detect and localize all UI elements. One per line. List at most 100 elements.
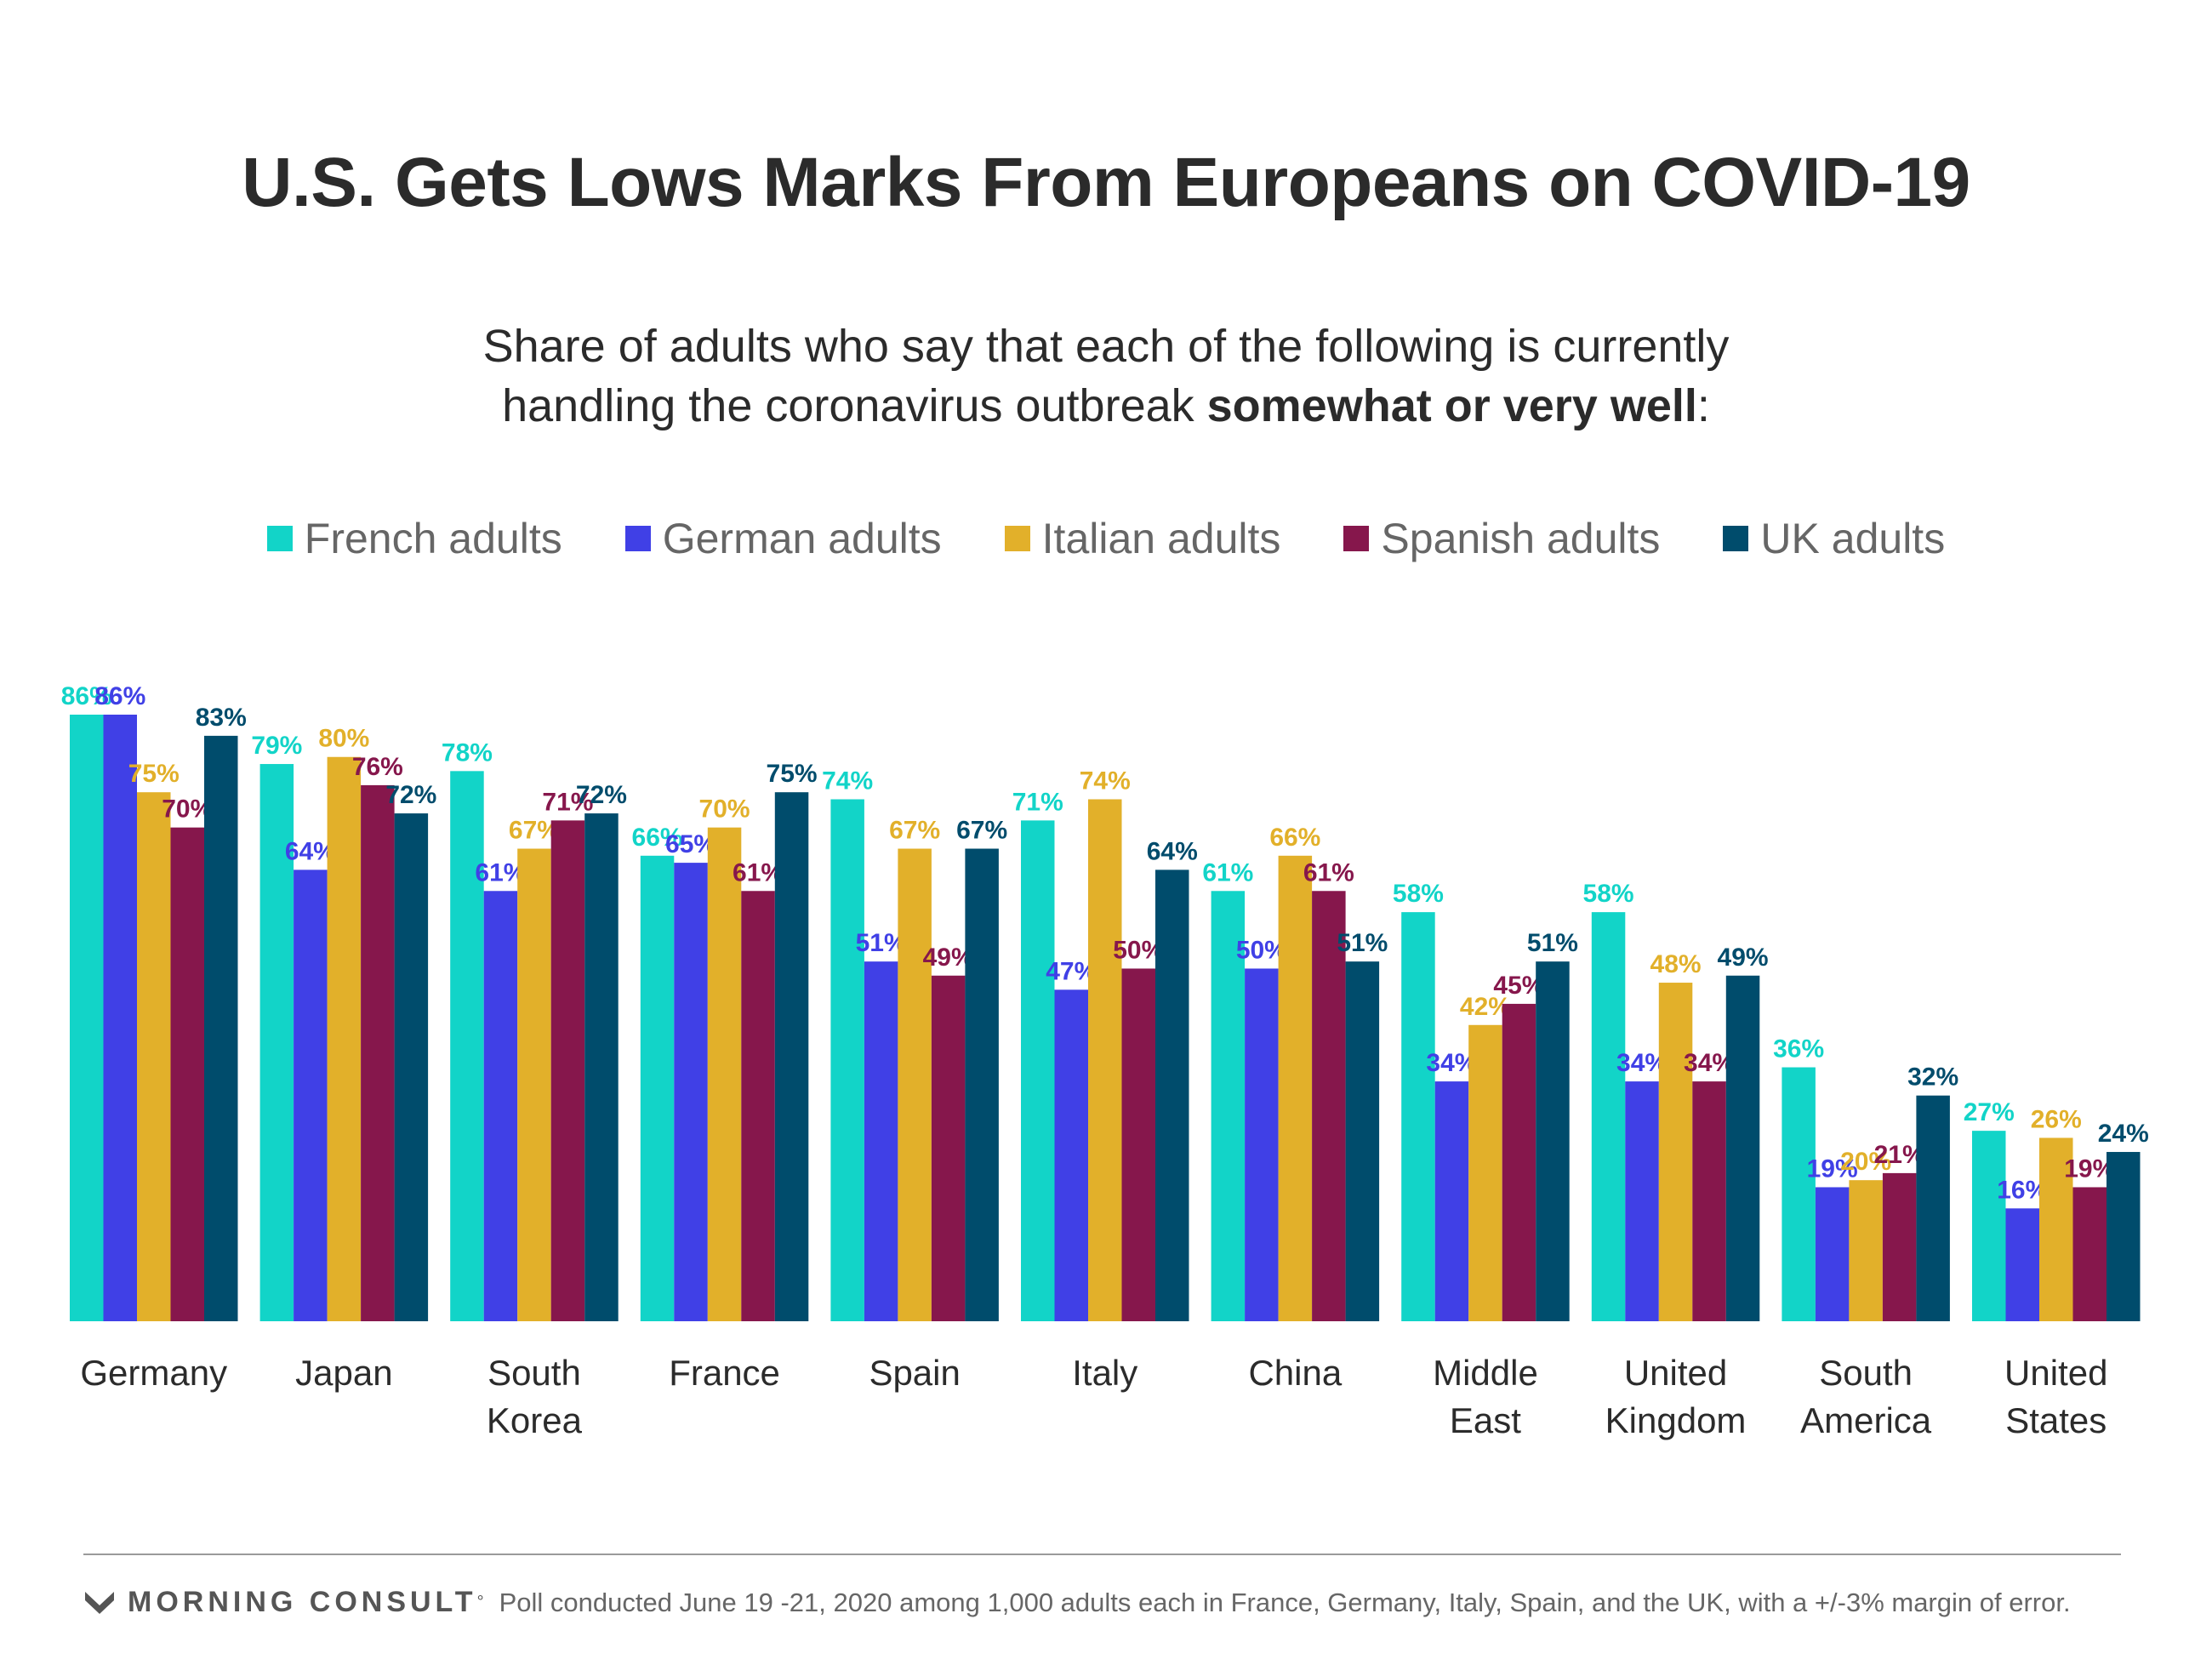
bar-united-kingdom-italian-adults bbox=[1658, 983, 1693, 1321]
bar-south-america-french-adults bbox=[1782, 1067, 1816, 1321]
data-label-middle-east-uk-adults: 51% bbox=[1527, 929, 1578, 957]
bar-france-italian-adults bbox=[707, 827, 742, 1321]
bar-united-kingdom-spanish-adults bbox=[1692, 1081, 1726, 1321]
category-label-line: France bbox=[669, 1353, 780, 1393]
data-label-united-kingdom-french-adults: 58% bbox=[1583, 880, 1634, 908]
data-label-china-italian-adults: 66% bbox=[1269, 824, 1320, 852]
category-label-united-kingdom: United Kingdom bbox=[1605, 1353, 1747, 1440]
bar-france-uk-adults bbox=[774, 792, 809, 1321]
chart-title: U.S. Gets Lows Marks From Europeans on C… bbox=[242, 144, 1970, 221]
category-label-line: South bbox=[487, 1353, 581, 1393]
bar-united-states-italian-adults bbox=[2039, 1137, 2073, 1321]
bar-japan-german-adults bbox=[294, 869, 328, 1321]
footer-note: Poll conducted June 19 -21, 2020 among 1… bbox=[499, 1587, 2071, 1617]
data-label-japan-french-adults: 79% bbox=[251, 732, 302, 760]
category-label-middle-east: Middle East bbox=[1433, 1353, 1538, 1440]
bar-south-america-german-adults bbox=[1815, 1187, 1850, 1321]
subtitle-emphasis: somewhat or very well bbox=[1206, 380, 1697, 431]
category-label-line: Korea bbox=[487, 1400, 583, 1440]
bar-china-uk-adults bbox=[1345, 961, 1380, 1321]
data-label-italy-uk-adults: 64% bbox=[1147, 837, 1198, 865]
category-label-south-korea: South Korea bbox=[487, 1353, 583, 1440]
bar-china-french-adults bbox=[1211, 891, 1246, 1321]
bar-united-states-german-adults bbox=[2005, 1208, 2039, 1321]
category-label-line: America bbox=[1800, 1400, 1932, 1440]
data-label-south-america-german-adults: 19% bbox=[1807, 1154, 1858, 1183]
data-label-germany-italian-adults: 75% bbox=[128, 760, 180, 788]
category-label-united-states: United States bbox=[2004, 1353, 2107, 1440]
bar-germany-uk-adults bbox=[204, 735, 238, 1321]
bar-south-america-italian-adults bbox=[1849, 1180, 1883, 1321]
bar-middle-east-spanish-adults bbox=[1502, 1003, 1536, 1321]
bar-united-states-french-adults bbox=[1972, 1131, 2006, 1321]
bar-spain-spanish-adults bbox=[931, 975, 966, 1321]
category-label-spain: Spain bbox=[869, 1353, 960, 1393]
category-label-china: China bbox=[1248, 1353, 1342, 1393]
category-label-germany: Germany bbox=[80, 1353, 227, 1393]
subtitle-line-1: Share of adults who say that each of the… bbox=[482, 321, 1730, 372]
data-label-south-korea-french-adults: 78% bbox=[442, 738, 493, 767]
bar-united-kingdom-uk-adults bbox=[1725, 975, 1760, 1321]
legend-swatch-uk-adults bbox=[1723, 526, 1749, 551]
category-label-line: United bbox=[2004, 1353, 2107, 1393]
bar-south-korea-uk-adults bbox=[584, 813, 619, 1321]
data-label-south-america-uk-adults: 32% bbox=[1907, 1063, 1958, 1092]
legend-swatch-spanish-adults bbox=[1343, 526, 1370, 551]
data-label-south-america-italian-adults: 20% bbox=[1840, 1148, 1891, 1176]
legend-item-german-adults: German adults bbox=[624, 514, 942, 563]
data-label-spain-uk-adults: 67% bbox=[956, 817, 1007, 845]
bar-japan-spanish-adults bbox=[361, 784, 395, 1321]
data-label-germany-german-adults: 86% bbox=[94, 682, 145, 710]
category-label-line: Kingdom bbox=[1605, 1400, 1747, 1440]
bar-japan-italian-adults bbox=[327, 756, 362, 1321]
data-label-united-states-french-adults: 27% bbox=[1964, 1098, 2015, 1126]
data-label-japan-italian-adults: 80% bbox=[318, 725, 369, 753]
subtitle-line-2: handling the coronavirus outbreak somewh… bbox=[0, 376, 2212, 436]
bar-france-french-adults bbox=[640, 855, 675, 1321]
legend-item-italian-adults: Italian adults bbox=[1004, 514, 1281, 563]
legend-label-french-adults: French adults bbox=[304, 515, 562, 562]
legend-item-french-adults: French adults bbox=[266, 514, 562, 563]
bar-spain-french-adults bbox=[830, 799, 864, 1321]
data-label-japan-spanish-adults: 76% bbox=[352, 753, 403, 781]
bar-united-states-spanish-adults bbox=[2072, 1187, 2107, 1321]
data-label-france-italian-adults: 70% bbox=[699, 795, 750, 824]
legend-label-italian-adults: Italian adults bbox=[1041, 515, 1281, 562]
bar-south-america-uk-adults bbox=[1916, 1095, 1950, 1321]
data-label-japan-uk-adults: 72% bbox=[385, 781, 436, 809]
category-label-japan: Japan bbox=[295, 1353, 392, 1393]
category-label-line: States bbox=[2005, 1400, 2107, 1440]
brand-name: MORNING CONSULT bbox=[128, 1586, 477, 1618]
data-label-france-uk-adults: 75% bbox=[767, 760, 818, 788]
bar-germany-spanish-adults bbox=[170, 827, 204, 1321]
bar-middle-east-french-adults bbox=[1401, 912, 1435, 1321]
bar-south-korea-spanish-adults bbox=[550, 820, 585, 1321]
data-label-south-korea-spanish-adults: 71% bbox=[542, 788, 593, 816]
bar-south-korea-french-adults bbox=[450, 771, 484, 1321]
data-label-italy-italian-adults: 74% bbox=[1080, 767, 1131, 795]
bar-spain-uk-adults bbox=[965, 848, 999, 1321]
bar-china-italian-adults bbox=[1278, 855, 1313, 1321]
bar-south-korea-italian-adults bbox=[517, 848, 551, 1321]
data-label-spain-french-adults: 74% bbox=[822, 767, 873, 795]
data-label-china-uk-adults: 51% bbox=[1337, 929, 1388, 957]
category-label-line: Spain bbox=[869, 1353, 960, 1393]
data-label-france-french-adults: 66% bbox=[632, 824, 683, 852]
subtitle-line-2-pre: handling the coronavirus outbreak bbox=[502, 380, 1207, 431]
chart-legend: French adults German adults Italian adults… bbox=[0, 514, 2212, 563]
morning-consult-logo-icon bbox=[85, 1591, 114, 1614]
data-label-united-states-uk-adults: 24% bbox=[2098, 1120, 2149, 1148]
bar-united-kingdom-german-adults bbox=[1625, 1081, 1659, 1321]
category-label-line: Middle bbox=[1433, 1353, 1538, 1393]
bar-china-german-adults bbox=[1245, 968, 1279, 1321]
data-label-united-kingdom-italian-adults: 48% bbox=[1650, 950, 1702, 978]
data-label-south-america-french-adults: 36% bbox=[1773, 1035, 1824, 1063]
data-label-italy-french-adults: 71% bbox=[1012, 788, 1063, 816]
legend-item-uk-adults: UK adults bbox=[1723, 514, 1945, 563]
data-label-china-french-adults: 61% bbox=[1202, 858, 1253, 887]
bar-south-korea-german-adults bbox=[483, 891, 518, 1321]
bar-spain-german-adults bbox=[864, 961, 898, 1321]
chart-subtitle: Share of adults who say that each of the… bbox=[0, 316, 2212, 436]
category-label-france: France bbox=[669, 1353, 780, 1393]
bar-middle-east-german-adults bbox=[1434, 1081, 1469, 1321]
